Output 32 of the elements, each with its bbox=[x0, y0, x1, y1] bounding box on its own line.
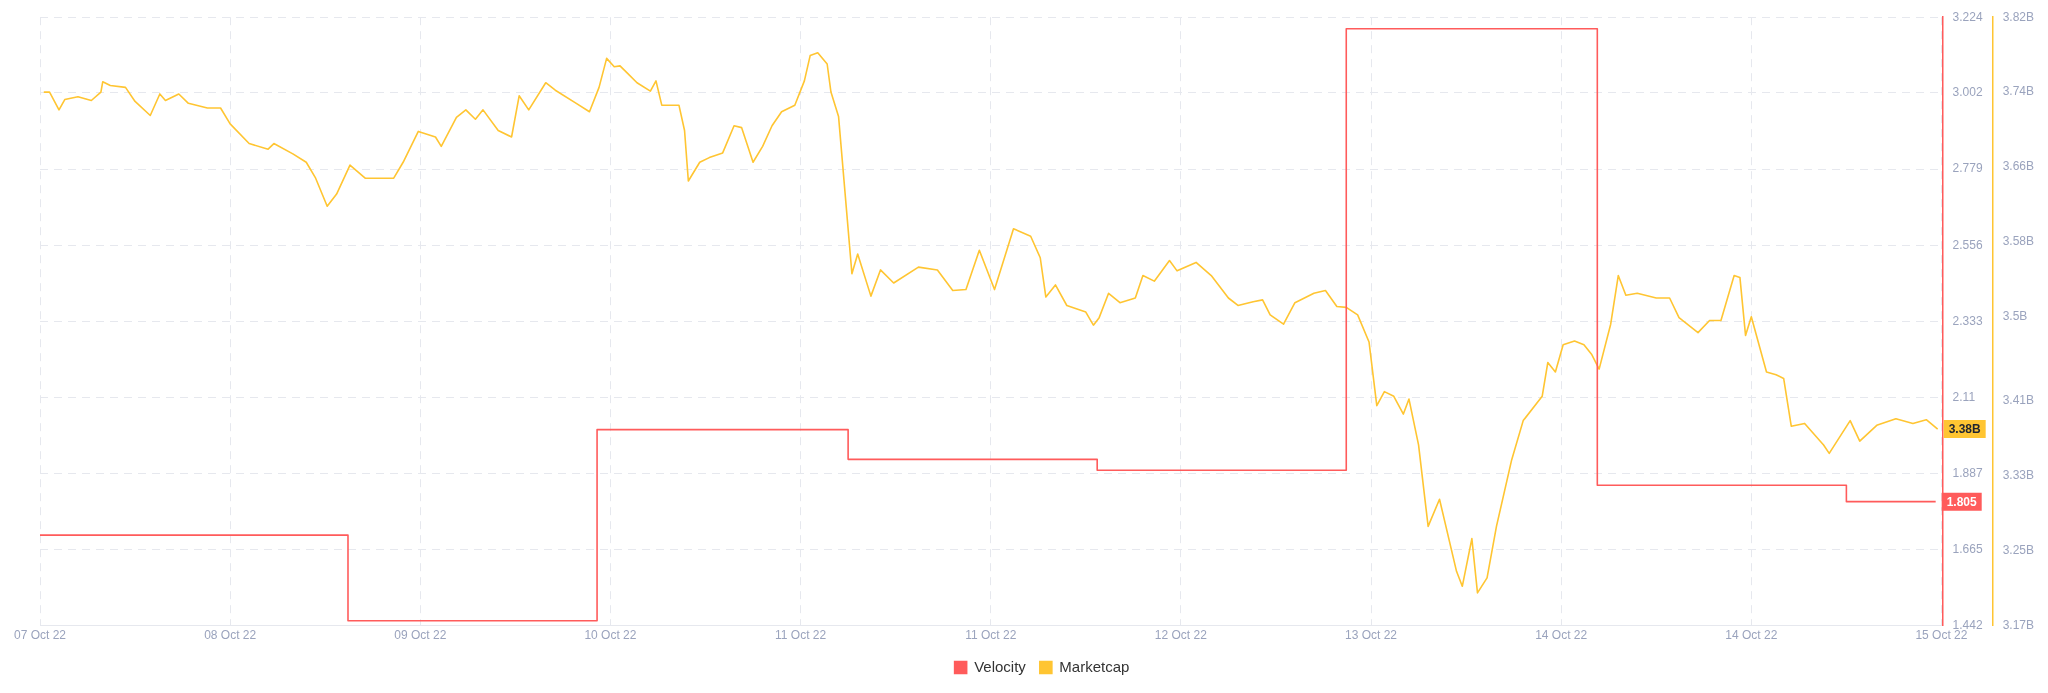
x-tick-label: 15 Oct 22 bbox=[1915, 628, 1968, 643]
x-tick-label: 11 Oct 22 bbox=[965, 628, 1017, 643]
y2-tick-label: 3.25B bbox=[2002, 543, 2034, 558]
y-tick-label: 2.779 bbox=[1952, 161, 1983, 176]
y2-tick-label: 3.5B bbox=[2002, 309, 2028, 324]
data-label: 3.38B bbox=[1948, 422, 1982, 437]
y-tick-label: 2.333 bbox=[1952, 313, 1983, 328]
x-tick-label: 10 Oct 22 bbox=[584, 628, 637, 643]
x-tick-label: 14 Oct 22 bbox=[1725, 628, 1778, 643]
legend-label: Velocity bbox=[974, 657, 1027, 675]
y2-tick-label: 3.74B bbox=[2002, 84, 2034, 99]
y-tick-label: 3.002 bbox=[1952, 85, 1983, 100]
y-tick-label: 1.887 bbox=[1952, 465, 1983, 480]
y2-tick-label: 3.17B bbox=[2002, 617, 2034, 632]
x-tick-label: 12 Oct 22 bbox=[1154, 628, 1208, 643]
y-tick-label: 2.11 bbox=[1952, 389, 1976, 404]
y-tick-label: 2.556 bbox=[1952, 237, 1983, 252]
x-tick-label: 08 Oct 22 bbox=[204, 628, 257, 643]
x-tick-label: 13 Oct 22 bbox=[1345, 628, 1398, 643]
y2-tick-label: 3.33B bbox=[2002, 468, 2034, 483]
legend-label: Marketcap bbox=[1059, 657, 1130, 675]
x-tick-label: 09 Oct 22 bbox=[394, 628, 447, 643]
y2-tick-label: 3.58B bbox=[2002, 234, 2034, 249]
x-tick-label: 11 Oct 22 bbox=[775, 628, 827, 643]
x-tick-label: 07 Oct 22 bbox=[13, 628, 67, 643]
y2-tick-label: 3.41B bbox=[2002, 393, 2034, 408]
x-tick-label: 14 Oct 22 bbox=[1535, 628, 1588, 643]
data-label: 1.805 bbox=[1946, 494, 1978, 509]
y2-tick-label: 3.82B bbox=[2002, 9, 2034, 24]
y2-tick-label: 3.66B bbox=[2002, 159, 2034, 174]
y-tick-label: 3.224 bbox=[1952, 9, 1983, 24]
y-tick-label: 1.665 bbox=[1952, 541, 1983, 556]
